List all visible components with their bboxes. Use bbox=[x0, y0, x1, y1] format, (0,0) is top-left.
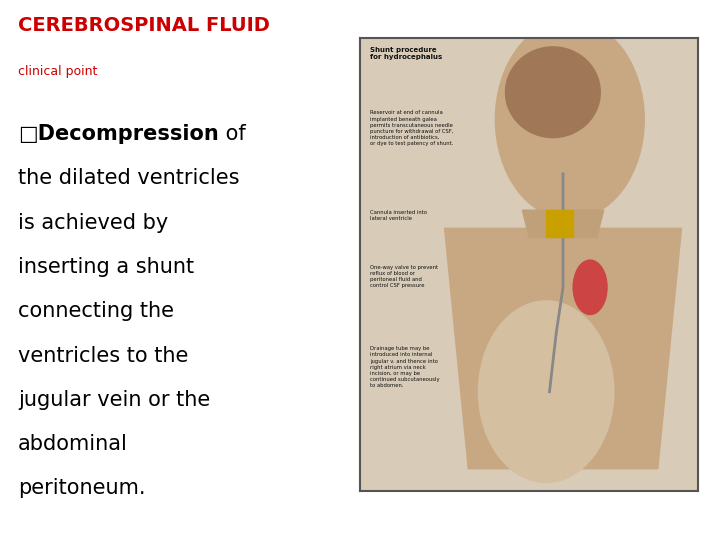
Circle shape bbox=[478, 301, 613, 482]
Text: peritoneum.: peritoneum. bbox=[18, 478, 145, 498]
Text: clinical point: clinical point bbox=[18, 65, 97, 78]
Text: jugular vein or the: jugular vein or the bbox=[18, 390, 210, 410]
Text: is achieved by: is achieved by bbox=[18, 213, 168, 233]
Text: Reservoir at end of cannula
implanted beneath galea
permits transcutaneous needl: Reservoir at end of cannula implanted be… bbox=[370, 110, 454, 146]
Text: connecting the: connecting the bbox=[18, 301, 174, 321]
Text: ventricles to the: ventricles to the bbox=[18, 346, 189, 366]
Text: the dilated ventricles: the dilated ventricles bbox=[18, 168, 240, 188]
Text: Drainage tube may be
introduced into internal
jugular v. and thence into
right a: Drainage tube may be introduced into int… bbox=[370, 346, 440, 388]
Polygon shape bbox=[445, 228, 681, 469]
Ellipse shape bbox=[573, 260, 607, 314]
Text: Shunt procedure
for hydrocephalus: Shunt procedure for hydrocephalus bbox=[370, 47, 442, 60]
Text: CEREBROSPINAL FLUID: CEREBROSPINAL FLUID bbox=[18, 16, 270, 35]
Text: abdominal: abdominal bbox=[18, 434, 128, 454]
Bar bbox=[546, 210, 573, 238]
Circle shape bbox=[495, 19, 644, 219]
Text: □Decompression: □Decompression bbox=[18, 124, 219, 144]
Polygon shape bbox=[523, 210, 603, 238]
Text: inserting a shunt: inserting a shunt bbox=[18, 257, 194, 277]
Text: One-way valve to prevent
reflux of blood or
peritoneal fluid and
control CSF pre: One-way valve to prevent reflux of blood… bbox=[370, 265, 438, 288]
Ellipse shape bbox=[505, 47, 600, 138]
Text: of: of bbox=[219, 124, 246, 144]
Text: Cannula inserted into
lateral ventricle: Cannula inserted into lateral ventricle bbox=[370, 210, 427, 221]
